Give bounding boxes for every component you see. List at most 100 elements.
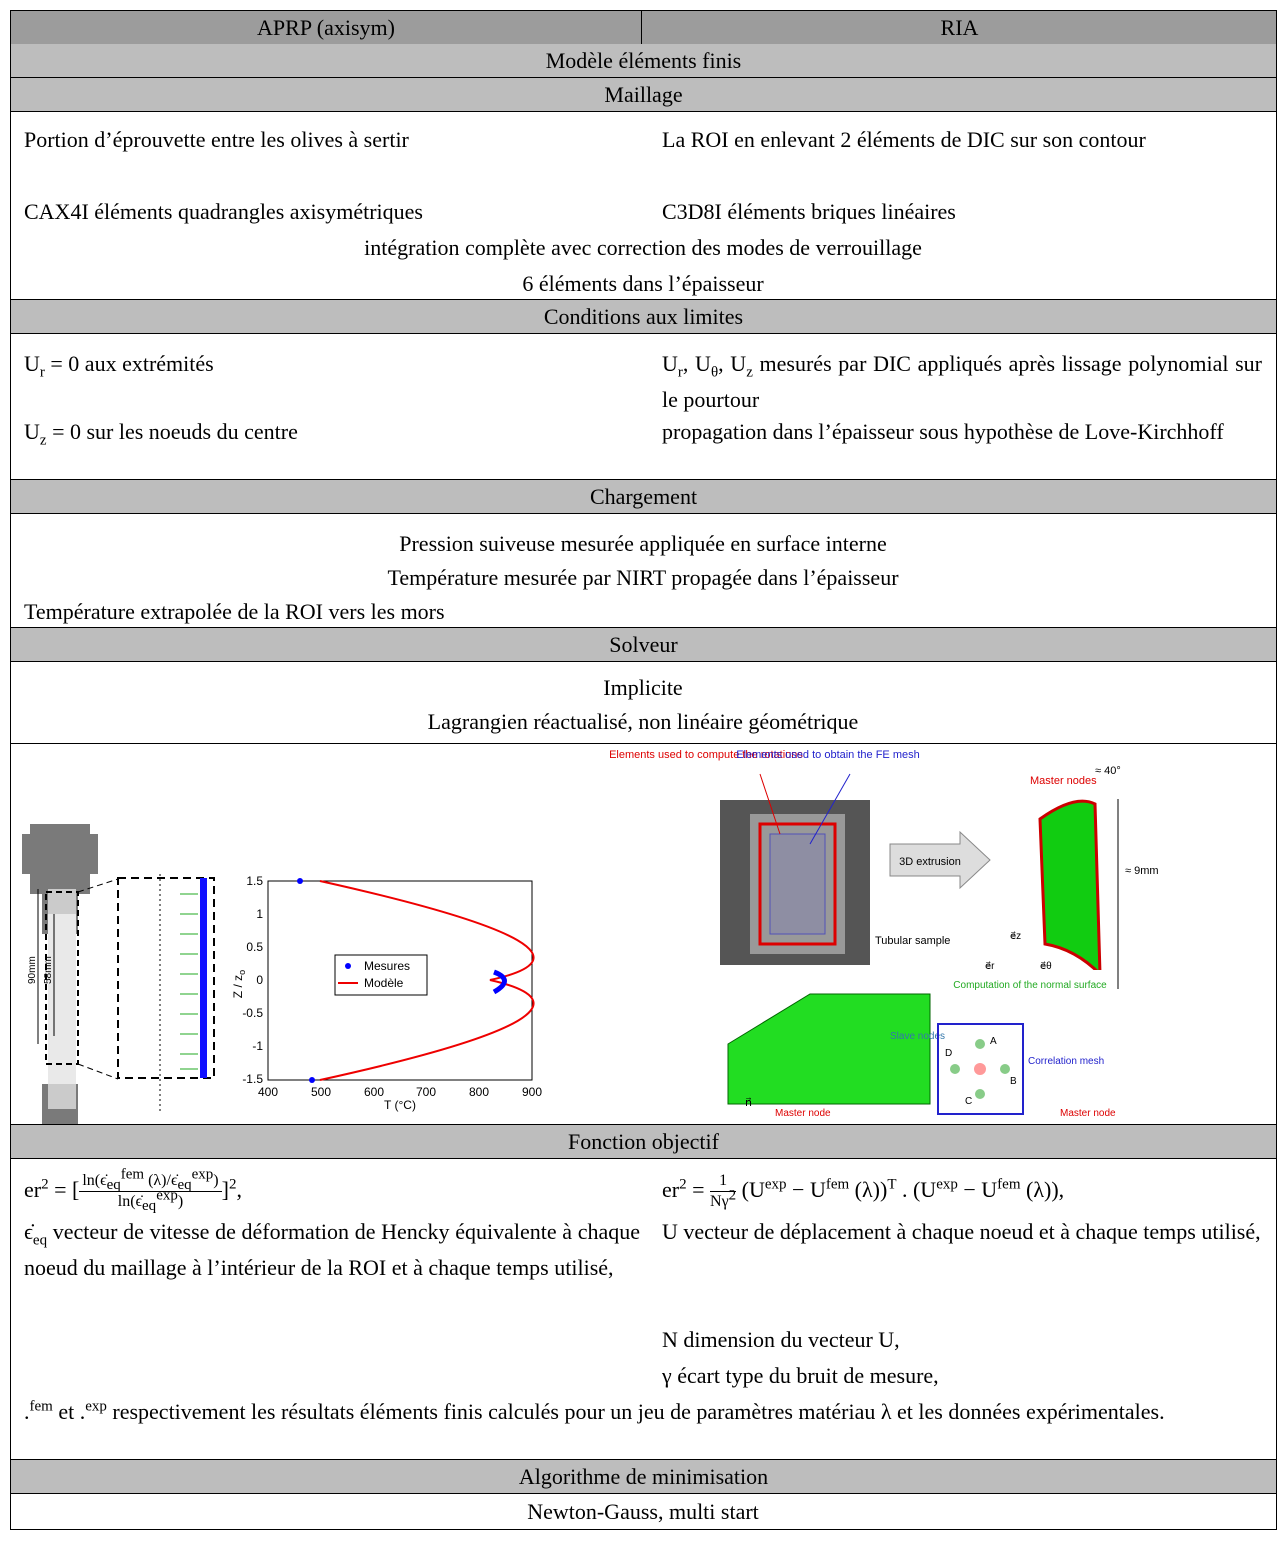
shape [769,833,826,935]
x-axis-label: T (°C) [384,1098,416,1112]
cell-text: .fem et .exp respectivement les résultat… [24,1394,1194,1430]
text: 0 [256,973,263,987]
text: ) [177,1193,184,1211]
text: eq [142,1198,157,1215]
shape [117,877,215,1079]
text: (λ)), [1020,1177,1065,1202]
section-title: Algorithme de minimisation [10,1460,1277,1494]
section-title: Conditions aux limites [10,300,1277,334]
text: exp [156,1188,178,1205]
text: mesurés par DIC appliqués après lissage … [662,351,1263,412]
text: exp [764,1176,787,1193]
cell-text: Ur, Uθ, Uz mesurés par DIC appliqués apr… [662,346,1262,418]
text: D [945,1048,952,1059]
text: z [39,432,47,449]
text: e⃗θ [1040,961,1052,972]
cell-text: CAX4I éléments quadrangles axisymétrique… [24,199,423,224]
text: ) [213,1172,219,1190]
text: (λ)/ϵ̇ [144,1172,178,1190]
text: , U [718,351,747,376]
header-left: APRP (axisym) [257,15,395,40]
text: Slave nodes [890,1031,945,1042]
text: Tubular sample [875,935,950,947]
text: = 0 sur les noeuds du centre [46,419,298,444]
cell-text: Portion d’éprouvette entre les olives à … [24,127,409,152]
text: Nγ [710,1193,729,1211]
ria-figure: Elements used to compute the rotations E… [609,749,1159,1122]
text: 2 [728,1188,737,1205]
shape [180,893,198,1070]
text: = [48,1177,73,1202]
text: 400 [258,1085,278,1099]
header-row: APRP (axisym) RIA [10,10,1277,45]
shape [267,880,533,1081]
formula-right: er2 = 1 Nγ2 (Uexp − Ufem (λ))T . (Uexp − … [662,1165,1064,1215]
legend-entry: Mesures [364,959,410,973]
cell-text: C3D8I éléments briques linéaires [662,199,956,224]
text: 800 [469,1085,489,1099]
shape: ln(ϵ̇eqexp) [79,1189,221,1215]
shape [1038,799,1102,978]
section-title: Maillage [10,78,1277,112]
cell-text: La ROI en enlevant 2 éléments de DIC sur… [662,127,1146,152]
cell-text: Newton-Gauss, multi start [527,1499,759,1524]
text: Z / z [231,975,245,998]
text: r [39,364,45,381]
text: . [24,1399,30,1424]
text: z [746,364,753,381]
plot: 1.5 1 0.5 0 -0.5 -1 -1.5 400 500 600 700 800 9… [225,874,543,1112]
text: 0.5 [246,940,263,954]
text: Master node [1060,1108,1116,1119]
cell-text: Implicite [603,675,683,700]
legend-entry: Modèle [364,976,404,990]
text: 2 [679,1176,687,1193]
text: fem [825,1176,850,1193]
formula-left: er2 = [ln(ϵ̇eqfem (λ)/ϵ̇eqexp) ln(ϵ̇eqexp… [24,1167,242,1215]
shape [345,963,351,969]
text: eq [32,1232,48,1249]
shape [180,893,198,1070]
shape [975,1089,985,1099]
shape [309,1077,315,1083]
shape [809,773,851,845]
text: er [662,1177,680,1202]
specimen: 90mm 58mm [22,822,215,1124]
shape [297,878,303,884]
cell-text: Ur = 0 aux extrémités [24,346,214,382]
dimension-label: 58mm [43,956,54,984]
text: fem [120,1167,145,1184]
text: = 0 aux extrémités [44,351,214,376]
cell-text: U vecteur de déplacement à chaque noeud … [662,1219,1261,1244]
text: 1 [710,1171,737,1193]
shape [758,822,837,946]
shape [759,773,781,835]
text: 2 [41,1176,49,1193]
figures: 90mm 58mm 1.5 1 0.5 0 -0.5 -1 -1.5 400 500 6… [22,749,1159,1124]
text: ln(ϵ̇ [117,1193,143,1211]
text: r [677,364,683,381]
text: . (U [896,1177,937,1202]
text: B [1010,1076,1017,1087]
cell-text: 6 éléments dans l’épaisseur [522,271,764,296]
text: θ [710,364,719,381]
text: 1 [256,907,263,921]
cell-text: γ écart type du bruit de mesure, [662,1363,939,1388]
text: n⃗ [745,1097,752,1109]
text: 900 [522,1085,542,1099]
text: fem [29,1398,53,1415]
text: 3D extrusion [899,856,961,868]
text: Master node [775,1108,831,1119]
text: Computation of the normal surface [953,980,1107,991]
shape [334,954,428,996]
text: , U [682,351,711,376]
cell-text: Uz = 0 sur les noeuds du centre [24,414,298,450]
text: eq [106,1177,121,1194]
text: T [887,1176,897,1193]
text: er [24,1177,42,1202]
text: 600 [364,1085,384,1099]
text: -1.5 [242,1072,263,1086]
text: exp [85,1398,107,1415]
text: 500 [311,1085,331,1099]
shape [974,1063,986,1075]
